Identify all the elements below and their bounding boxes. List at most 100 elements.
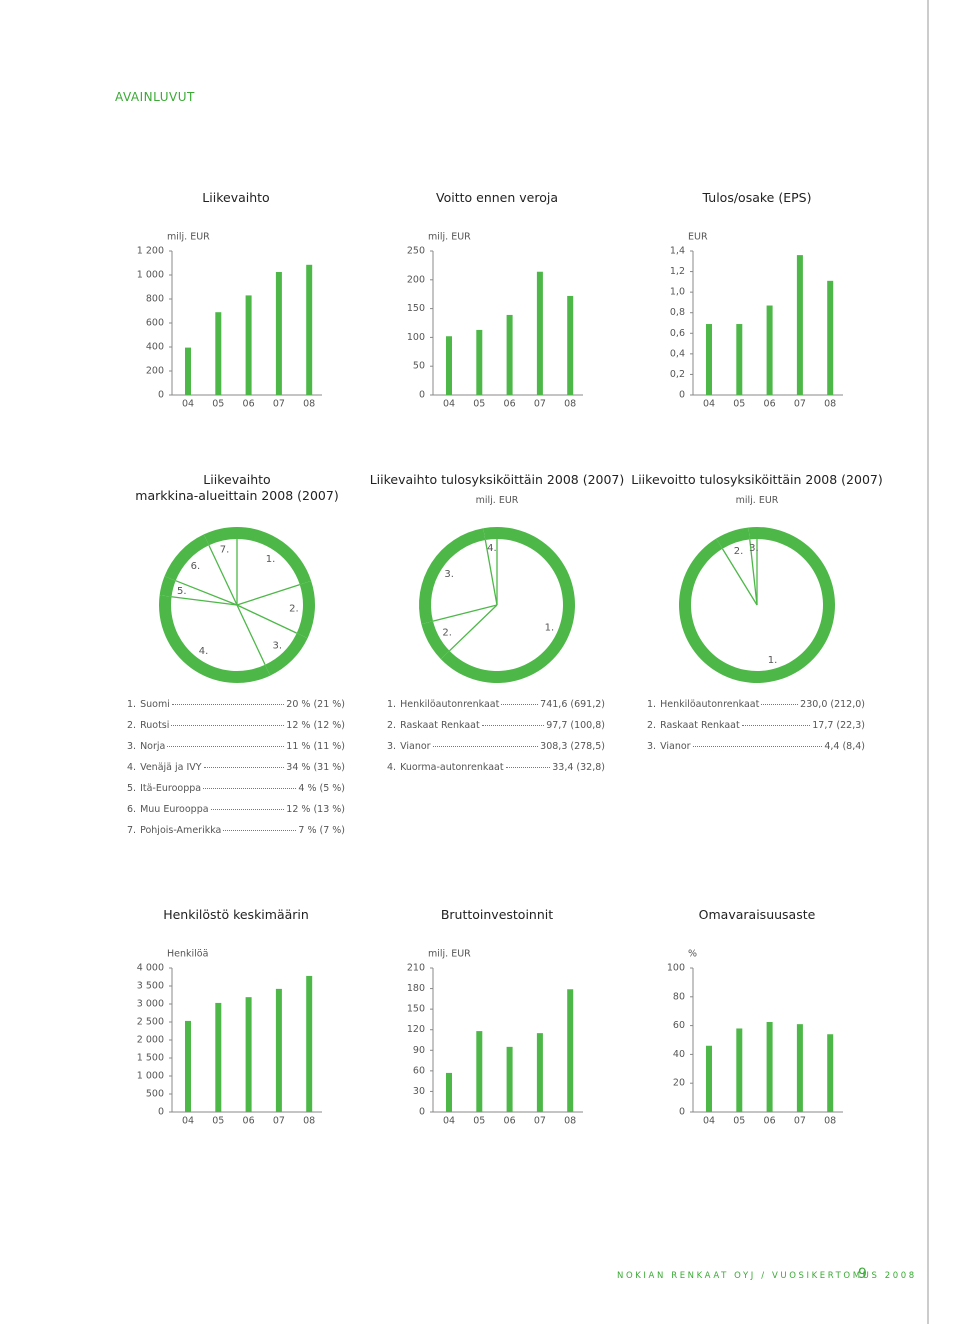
y-tick-label: 150 xyxy=(407,303,425,314)
legend-row: 4. Kuorma-autonrenkaat 33,4 (32,8) xyxy=(387,762,605,776)
footer-text: NOKIAN RENKAAT OYJ / VUOSIKERTOMUS 2008 xyxy=(617,1271,917,1281)
bar xyxy=(306,975,313,1112)
x-tick-label: 04 xyxy=(443,1116,455,1127)
chart-title: Liikevoitto tulosyksiköittäin 2008 (2007… xyxy=(631,472,883,487)
y-tick-label: 60 xyxy=(413,1065,425,1076)
legend-row: 7. Pohjois-Amerikka 7 % (7 %) xyxy=(127,825,345,839)
bar xyxy=(827,1034,834,1112)
legend-row: 1. Suomi 20 % (21 %) xyxy=(127,699,345,713)
x-tick-label: 06 xyxy=(504,1116,516,1127)
legend-row: 6. Muu Eurooppa 12 % (13 %) xyxy=(127,804,345,818)
y-tick-label: 50 xyxy=(413,361,425,372)
legend-label: Henkilöautonrenkaat xyxy=(660,699,760,710)
leader-dots xyxy=(501,704,539,705)
bar xyxy=(245,997,252,1112)
y-tick-label: 1,2 xyxy=(670,266,685,277)
bar xyxy=(736,1028,743,1112)
x-tick-label: 06 xyxy=(243,1116,255,1127)
y-tick-label: 0 xyxy=(419,1107,425,1118)
y-tick-label: 60 xyxy=(673,1020,685,1031)
y-tick-label: 1 000 xyxy=(137,1071,164,1082)
legend-row: 2. Raskaat Renkaat 17,7 (22,3) xyxy=(647,720,865,734)
leader-dots xyxy=(741,725,811,726)
y-tick-label: 3 500 xyxy=(137,981,164,992)
bar xyxy=(245,295,252,395)
y-tick-label: 0,4 xyxy=(670,348,685,359)
y-tick-label: 40 xyxy=(673,1049,685,1060)
x-tick-label: 04 xyxy=(443,399,455,410)
y-tick-label: 4 000 xyxy=(137,963,164,974)
legend-row: 4. Venäjä ja IVY 34 % (31 %) xyxy=(127,762,345,776)
legend-value: 20 % (21 %) xyxy=(286,699,345,710)
chart-title: Voitto ennen veroja xyxy=(436,190,558,205)
chart-title: Liikevaihto tulosyksiköittäin 2008 (2007… xyxy=(369,472,625,487)
y-tick-label: 1,0 xyxy=(670,287,685,298)
donut-segment xyxy=(158,595,271,683)
donut-segment xyxy=(716,527,750,549)
donut-segment xyxy=(419,528,486,625)
chart-title: Liikevaihto xyxy=(202,190,270,205)
bar xyxy=(185,1020,191,1112)
leader-dots xyxy=(203,767,285,768)
leader-dots xyxy=(505,767,551,768)
y-tick-label: 80 xyxy=(673,991,685,1002)
unit-label: milj. EUR xyxy=(428,949,471,960)
bar xyxy=(567,295,574,395)
donut-segment xyxy=(203,527,237,546)
leader-dots xyxy=(167,746,285,747)
y-tick-label: 180 xyxy=(407,983,425,994)
bar xyxy=(506,1046,513,1112)
x-tick-label: 05 xyxy=(212,1116,224,1127)
x-tick-label: 06 xyxy=(764,399,776,410)
legend-label: Suomi xyxy=(140,699,170,710)
legend-number: 1. xyxy=(387,699,397,710)
y-tick-label: 0 xyxy=(679,1107,685,1118)
legend-label: Henkilöautonrenkaat xyxy=(400,699,500,710)
legend-label: Muu Eurooppa xyxy=(140,804,209,815)
y-tick-label: 0,6 xyxy=(670,328,685,339)
x-tick-label: 04 xyxy=(182,1116,194,1127)
x-tick-label: 08 xyxy=(564,1116,576,1127)
segment-label: 2. xyxy=(442,628,452,639)
segment-label: 3. xyxy=(444,569,454,580)
legend-number: 3. xyxy=(387,741,397,752)
x-tick-label: 07 xyxy=(534,1116,546,1127)
legend-label: Norja xyxy=(140,741,166,752)
legend-value: 7 % (7 %) xyxy=(298,825,345,836)
x-tick-label: 05 xyxy=(733,1116,745,1127)
y-tick-label: 250 xyxy=(407,246,425,257)
leader-dots xyxy=(481,725,545,726)
legend-label: Raskaat Renkaat xyxy=(660,720,740,731)
legend-row: 3. Vianor 308,3 (278,5) xyxy=(387,741,605,755)
legend-number: 3. xyxy=(647,741,657,752)
legend-value: 230,0 (212,0) xyxy=(800,699,865,710)
segment-divider xyxy=(175,580,238,606)
bar xyxy=(827,280,834,395)
bar xyxy=(275,988,282,1112)
legend-label: Kuorma-autonrenkaat xyxy=(400,762,504,773)
legend-number: 2. xyxy=(387,720,397,731)
legend-row: 1. Henkilöautonrenkaat 741,6 (691,2) xyxy=(387,699,605,713)
leader-dots xyxy=(692,746,823,747)
segment-divider xyxy=(236,604,297,634)
y-tick-label: 200 xyxy=(146,366,164,377)
bar xyxy=(306,264,313,395)
leader-dots xyxy=(171,704,285,705)
bar xyxy=(476,329,483,395)
y-tick-label: 0 xyxy=(158,1107,164,1118)
bar xyxy=(476,1031,483,1112)
x-tick-label: 08 xyxy=(824,1116,836,1127)
legend-row: 2. Ruotsi 12 % (12 %) xyxy=(127,720,345,734)
segment-divider xyxy=(721,548,758,606)
legend-number: 6. xyxy=(127,804,137,815)
legend-value: 12 % (12 %) xyxy=(286,720,345,731)
y-tick-label: 120 xyxy=(407,1024,425,1035)
x-tick-label: 07 xyxy=(794,1116,806,1127)
chart-title: Tulos/osake (EPS) xyxy=(702,190,812,205)
legend-label: Venäjä ja IVY xyxy=(140,762,202,773)
donut-segment xyxy=(159,576,176,597)
leader-dots xyxy=(432,746,539,747)
legend-value: 33,4 (32,8) xyxy=(552,762,605,773)
x-tick-label: 04 xyxy=(703,1116,715,1127)
